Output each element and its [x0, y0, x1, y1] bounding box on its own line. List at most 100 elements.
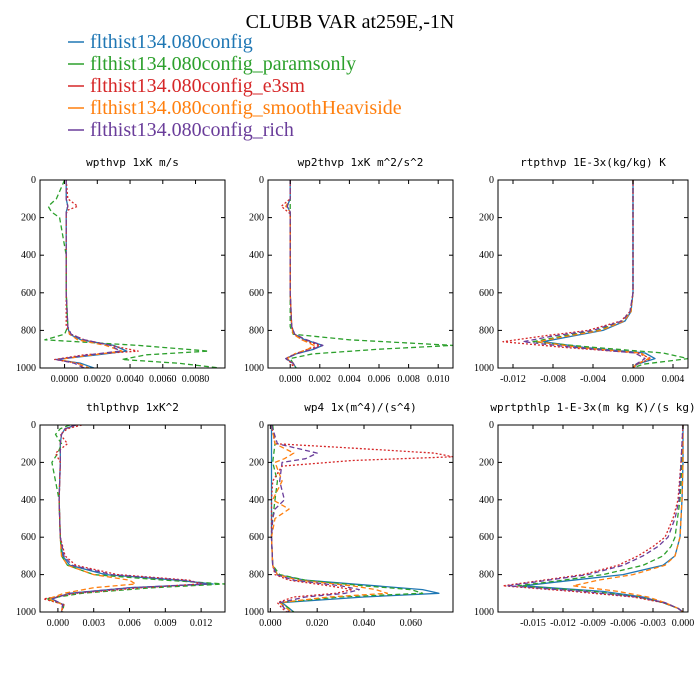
legend-label: flthist134.080config	[90, 31, 253, 53]
panel-frame	[497, 179, 689, 369]
series-line	[280, 180, 321, 368]
series-line	[507, 425, 684, 612]
y-tick-label: 600	[249, 288, 264, 299]
x-tick-label: 0.010	[427, 374, 450, 385]
y-tick-label: 200	[21, 213, 36, 224]
series-line	[522, 425, 684, 612]
series-line	[51, 425, 208, 612]
series-group	[280, 180, 453, 368]
x-tick-label: 0.0000	[51, 374, 79, 385]
legend-label: flthist134.080config_rich	[90, 119, 294, 141]
x-tick-label: -0.006	[610, 618, 636, 629]
panel-1: wpthvp 1xK m/s 0 200 400 600 800 1000 0.0000 0.0…	[16, 156, 226, 385]
y-tick-label: 800	[21, 325, 36, 336]
y-tick-label: 600	[21, 532, 36, 543]
series-group	[44, 180, 221, 368]
y-tick-label: 400	[479, 495, 494, 506]
series-line	[270, 425, 360, 612]
series-line	[285, 180, 324, 368]
y-tick-label: 400	[21, 250, 36, 261]
series-line	[502, 180, 652, 368]
x-tick-label: -0.012	[500, 374, 526, 385]
x-tick-label: 0.000	[259, 618, 282, 629]
panel-title: wpthvp 1xK m/s	[86, 156, 179, 169]
series-line	[270, 425, 424, 612]
panel-3: rtpthvp 1E-3x(kg/kg) K02004006008001000-…	[474, 156, 689, 385]
panel-6: wprtpthlp 1-E-3x(m kg K)/(s kg) 0 200 400 60…	[474, 401, 696, 629]
panel-frame	[267, 179, 454, 369]
x-tick-label: -0.003	[640, 618, 666, 629]
y-tick-label: 200	[479, 457, 494, 468]
y-tick-label: 600	[479, 532, 494, 543]
legend-label: flthist134.080config_e3sm	[90, 75, 305, 97]
series-line	[270, 425, 440, 612]
x-tick-label: 0.000	[279, 374, 302, 385]
panel-title: thlpthvp 1xK^2	[86, 401, 179, 414]
y-tick-label: 600	[479, 288, 494, 299]
panel-frame	[267, 424, 454, 613]
series-group	[270, 425, 453, 612]
x-tick-label: 0.0020	[84, 374, 112, 385]
y-tick-label: 0	[31, 420, 36, 431]
panel-2: wp2thvp 1xK m^2/s^2 0 200 400 600 800 1000 0.00…	[244, 156, 454, 385]
series-line	[42, 425, 202, 612]
series-line	[44, 180, 221, 368]
y-tick-label: 400	[479, 250, 494, 261]
x-tick-label: 0.003	[82, 618, 105, 629]
x-tick-label: 0.004	[662, 374, 685, 385]
x-tick-label: 0.040	[353, 618, 376, 629]
x-tick-label: 0.020	[306, 618, 329, 629]
panel-title: rtpthvp 1E-3x(kg/kg) K	[520, 156, 666, 169]
panel-frame	[39, 424, 226, 613]
y-tick-label: 0	[259, 175, 264, 186]
legend-item: flthist134.080config_paramsonly	[68, 53, 356, 75]
y-tick-label: 1000	[244, 607, 264, 618]
y-tick-label: 800	[479, 570, 494, 581]
x-tick-label: 0.006	[118, 618, 141, 629]
legend-item: flthist134.080config	[68, 31, 253, 53]
y-tick-label: 200	[249, 457, 264, 468]
series-line	[502, 425, 684, 612]
series-line	[270, 425, 389, 612]
x-tick-label: -0.004	[580, 374, 606, 385]
series-group	[502, 425, 684, 612]
x-tick-label: 0.0080	[182, 374, 210, 385]
y-tick-label: 600	[249, 532, 264, 543]
x-tick-label: 0.000	[622, 374, 645, 385]
x-tick-label: -0.015	[520, 618, 546, 629]
y-tick-label: 0	[489, 420, 494, 431]
y-tick-label: 800	[249, 570, 264, 581]
panel-frame	[39, 179, 226, 369]
legend-item: flthist134.080config_smoothHeaviside	[68, 97, 402, 119]
series-line	[542, 180, 656, 368]
series-line	[285, 180, 324, 368]
y-tick-label: 200	[21, 457, 36, 468]
x-tick-label: -0.012	[550, 618, 576, 629]
y-tick-label: 200	[249, 213, 264, 224]
y-tick-label: 800	[21, 570, 36, 581]
x-tick-label: 0.012	[190, 618, 213, 629]
y-tick-label: 0	[31, 175, 36, 186]
panel-title: wp4 1x(m^4)/(s^4)	[304, 401, 417, 414]
panel-frame	[497, 424, 689, 613]
panel-title: wprtpthlp 1-E-3x(m kg K)/(s kg)	[490, 401, 695, 414]
legend-label: flthist134.080config_paramsonly	[90, 53, 356, 75]
series-line	[522, 180, 646, 368]
y-tick-label: 1000	[474, 607, 494, 618]
y-tick-label: 400	[249, 495, 264, 506]
y-tick-label: 200	[479, 213, 494, 224]
y-tick-label: 400	[21, 495, 36, 506]
x-tick-label: 0.002	[309, 374, 332, 385]
y-tick-label: 400	[249, 250, 264, 261]
series-line	[54, 180, 139, 368]
series-line	[285, 180, 315, 368]
series-group	[502, 180, 688, 368]
series-line	[289, 180, 453, 368]
y-tick-label: 1000	[16, 363, 36, 374]
x-tick-label: 0.0040	[116, 374, 144, 385]
y-tick-label: 1000	[244, 363, 264, 374]
x-tick-label: -0.008	[540, 374, 566, 385]
